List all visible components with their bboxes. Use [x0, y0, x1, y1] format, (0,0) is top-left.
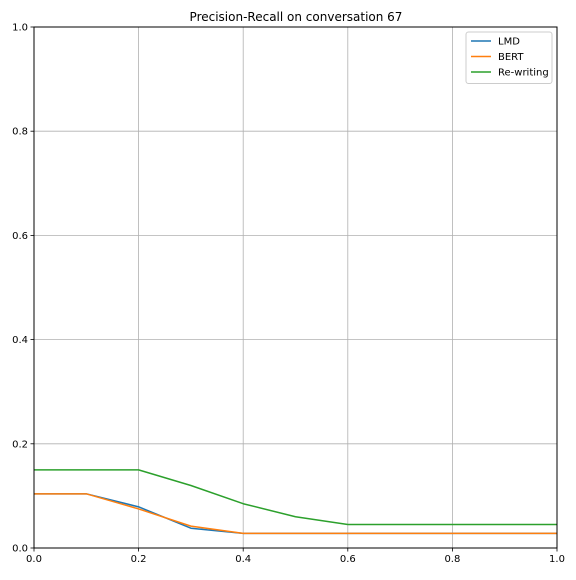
x-tick-label: 1.0 — [549, 554, 565, 565]
x-tick-label: 0.0 — [26, 554, 42, 565]
x-tick-label: 0.6 — [340, 554, 356, 565]
y-tick-label: 0.8 — [12, 127, 28, 138]
y-tick-label: 0.0 — [12, 544, 28, 555]
plot-frame — [33, 26, 558, 549]
chart-title: Precision-Recall on conversation 67 — [190, 10, 403, 24]
x-tick-label: 0.2 — [131, 554, 147, 565]
legend-label-bert: BERT — [498, 52, 524, 63]
series-lines — [34, 469, 557, 535]
y-tick-label: 0.2 — [12, 439, 28, 450]
legend: LMD BERT Re-writing — [465, 31, 553, 84]
y-tick-label: 0.6 — [12, 231, 28, 242]
y-tick-label: 0.4 — [12, 335, 28, 346]
series-line-re-writing — [34, 469, 557, 526]
series-line-bert — [34, 493, 557, 535]
legend-label-re-writing: Re-writing — [498, 68, 549, 79]
x-tick-label: 0.8 — [444, 554, 460, 565]
legend-label-lmd: LMD — [498, 37, 520, 48]
x-tick-label: 0.4 — [235, 554, 251, 565]
legend-box — [465, 31, 553, 84]
series-line-lmd — [34, 493, 557, 535]
axis-ticks: 0.0 0.2 0.4 0.6 0.8 1.0 0.0 0.2 0.4 0.6 0.8 1.0 — [12, 23, 565, 566]
y-tick-label: 1.0 — [12, 23, 28, 34]
